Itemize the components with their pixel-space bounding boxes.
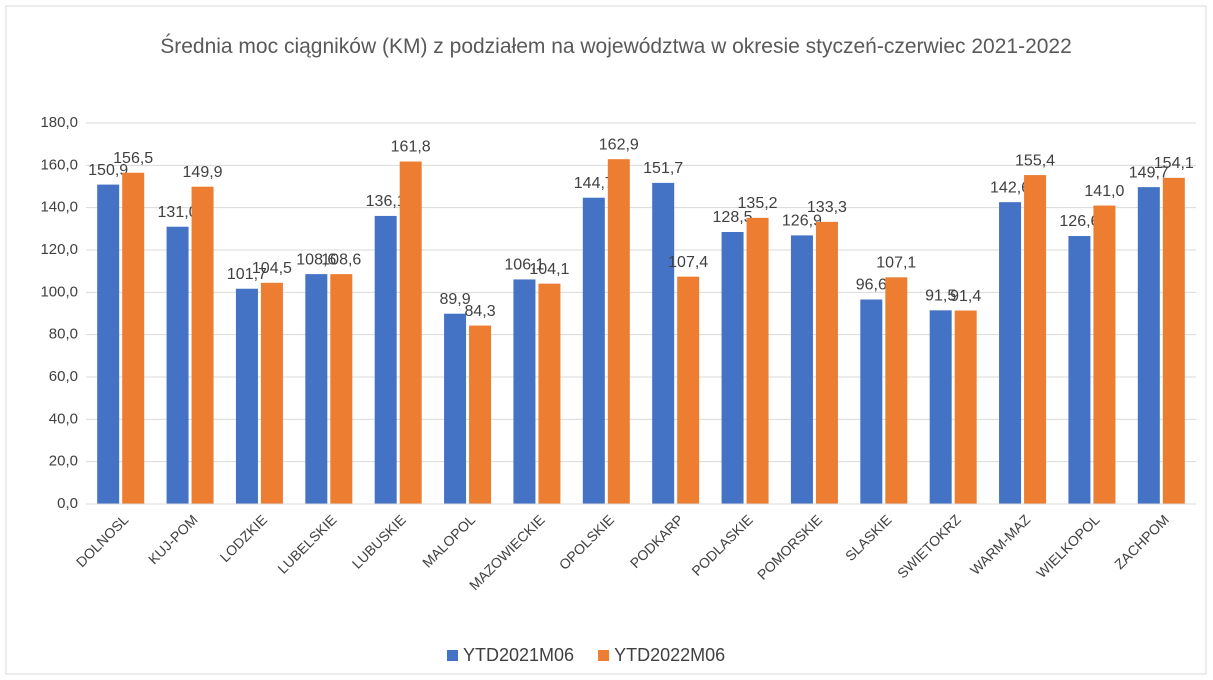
data-label: 162,9 — [599, 136, 639, 153]
data-label: 126,6 — [1059, 213, 1099, 230]
data-label: 135,2 — [738, 195, 778, 212]
data-label: 156,5 — [113, 150, 153, 167]
y-tick-label: 0,0 — [57, 495, 78, 512]
data-label: 108,6 — [296, 251, 336, 268]
bar — [235, 288, 258, 504]
data-label: 149,9 — [183, 164, 223, 181]
bar — [1137, 187, 1160, 504]
y-tick-label: 40,0 — [49, 410, 78, 427]
bar — [652, 182, 675, 504]
y-tick-label: 160,0 — [40, 156, 78, 173]
bar — [929, 310, 952, 504]
bar — [677, 276, 700, 504]
bar — [166, 226, 189, 504]
legend-swatch — [598, 650, 610, 661]
bar — [399, 161, 422, 505]
data-label: 128,5 — [713, 209, 753, 226]
y-tick-label: 120,0 — [40, 241, 78, 258]
data-label: 131,0 — [158, 204, 198, 221]
data-label: 141,0 — [1084, 183, 1124, 200]
data-label: 161,8 — [391, 139, 431, 156]
legend-label: YTD2021M06 — [463, 645, 574, 665]
bar — [885, 277, 908, 504]
bar — [999, 202, 1022, 504]
data-label: 84,3 — [464, 303, 495, 320]
data-label: 126,9 — [782, 213, 822, 230]
y-tick-label: 20,0 — [49, 453, 78, 470]
data-label: 91,4 — [950, 288, 981, 305]
data-label: 96,6 — [856, 277, 887, 294]
bar — [191, 186, 214, 504]
bar — [122, 172, 145, 504]
data-label: 155,4 — [1015, 152, 1055, 169]
bar — [1068, 236, 1091, 504]
bar — [260, 282, 283, 504]
bar — [1093, 205, 1116, 505]
data-label: 150,9 — [88, 162, 128, 179]
y-tick-label: 180,0 — [40, 114, 78, 131]
data-label: 107,1 — [876, 255, 916, 272]
data-label: 154,1 — [1154, 155, 1194, 172]
data-label: 101,7 — [227, 266, 267, 283]
bar — [538, 283, 561, 504]
legend-swatch — [447, 650, 458, 661]
data-label: 149,7 — [1129, 164, 1169, 181]
bar — [1162, 177, 1185, 505]
y-tick-label: 80,0 — [49, 326, 78, 343]
bar — [607, 159, 630, 504]
bar — [721, 232, 744, 504]
data-label: 142,6 — [990, 179, 1030, 196]
y-tick-label: 100,0 — [40, 283, 78, 300]
data-label: 107,4 — [668, 254, 708, 271]
bar — [954, 310, 977, 504]
legend-label: YTD2022M06 — [614, 645, 725, 665]
data-label: 133,3 — [807, 199, 847, 216]
data-label: 91,5 — [925, 288, 956, 305]
y-tick-label: 60,0 — [49, 368, 78, 385]
data-label: 89,9 — [439, 291, 470, 308]
bar — [1024, 175, 1047, 504]
bar — [582, 197, 605, 505]
bar — [860, 299, 883, 504]
bar — [97, 184, 120, 504]
bar — [746, 217, 769, 504]
bar — [330, 274, 353, 504]
data-label: 108,6 — [321, 251, 361, 268]
data-label: 136,1 — [366, 193, 406, 210]
data-label: 151,7 — [643, 160, 683, 177]
bar — [469, 325, 492, 504]
chart-title: Średnia moc ciągników (KM) z podziałem n… — [160, 35, 1072, 58]
bar — [513, 279, 536, 504]
bar — [374, 215, 397, 504]
bar — [444, 313, 467, 504]
y-tick-label: 140,0 — [40, 199, 78, 216]
bar — [815, 221, 838, 504]
bar — [305, 274, 328, 504]
data-label: 104,1 — [529, 261, 569, 278]
data-label: 106,1 — [504, 257, 544, 274]
data-label: 104,5 — [252, 260, 292, 277]
bar — [790, 235, 813, 504]
data-label: 144,7 — [574, 175, 614, 192]
